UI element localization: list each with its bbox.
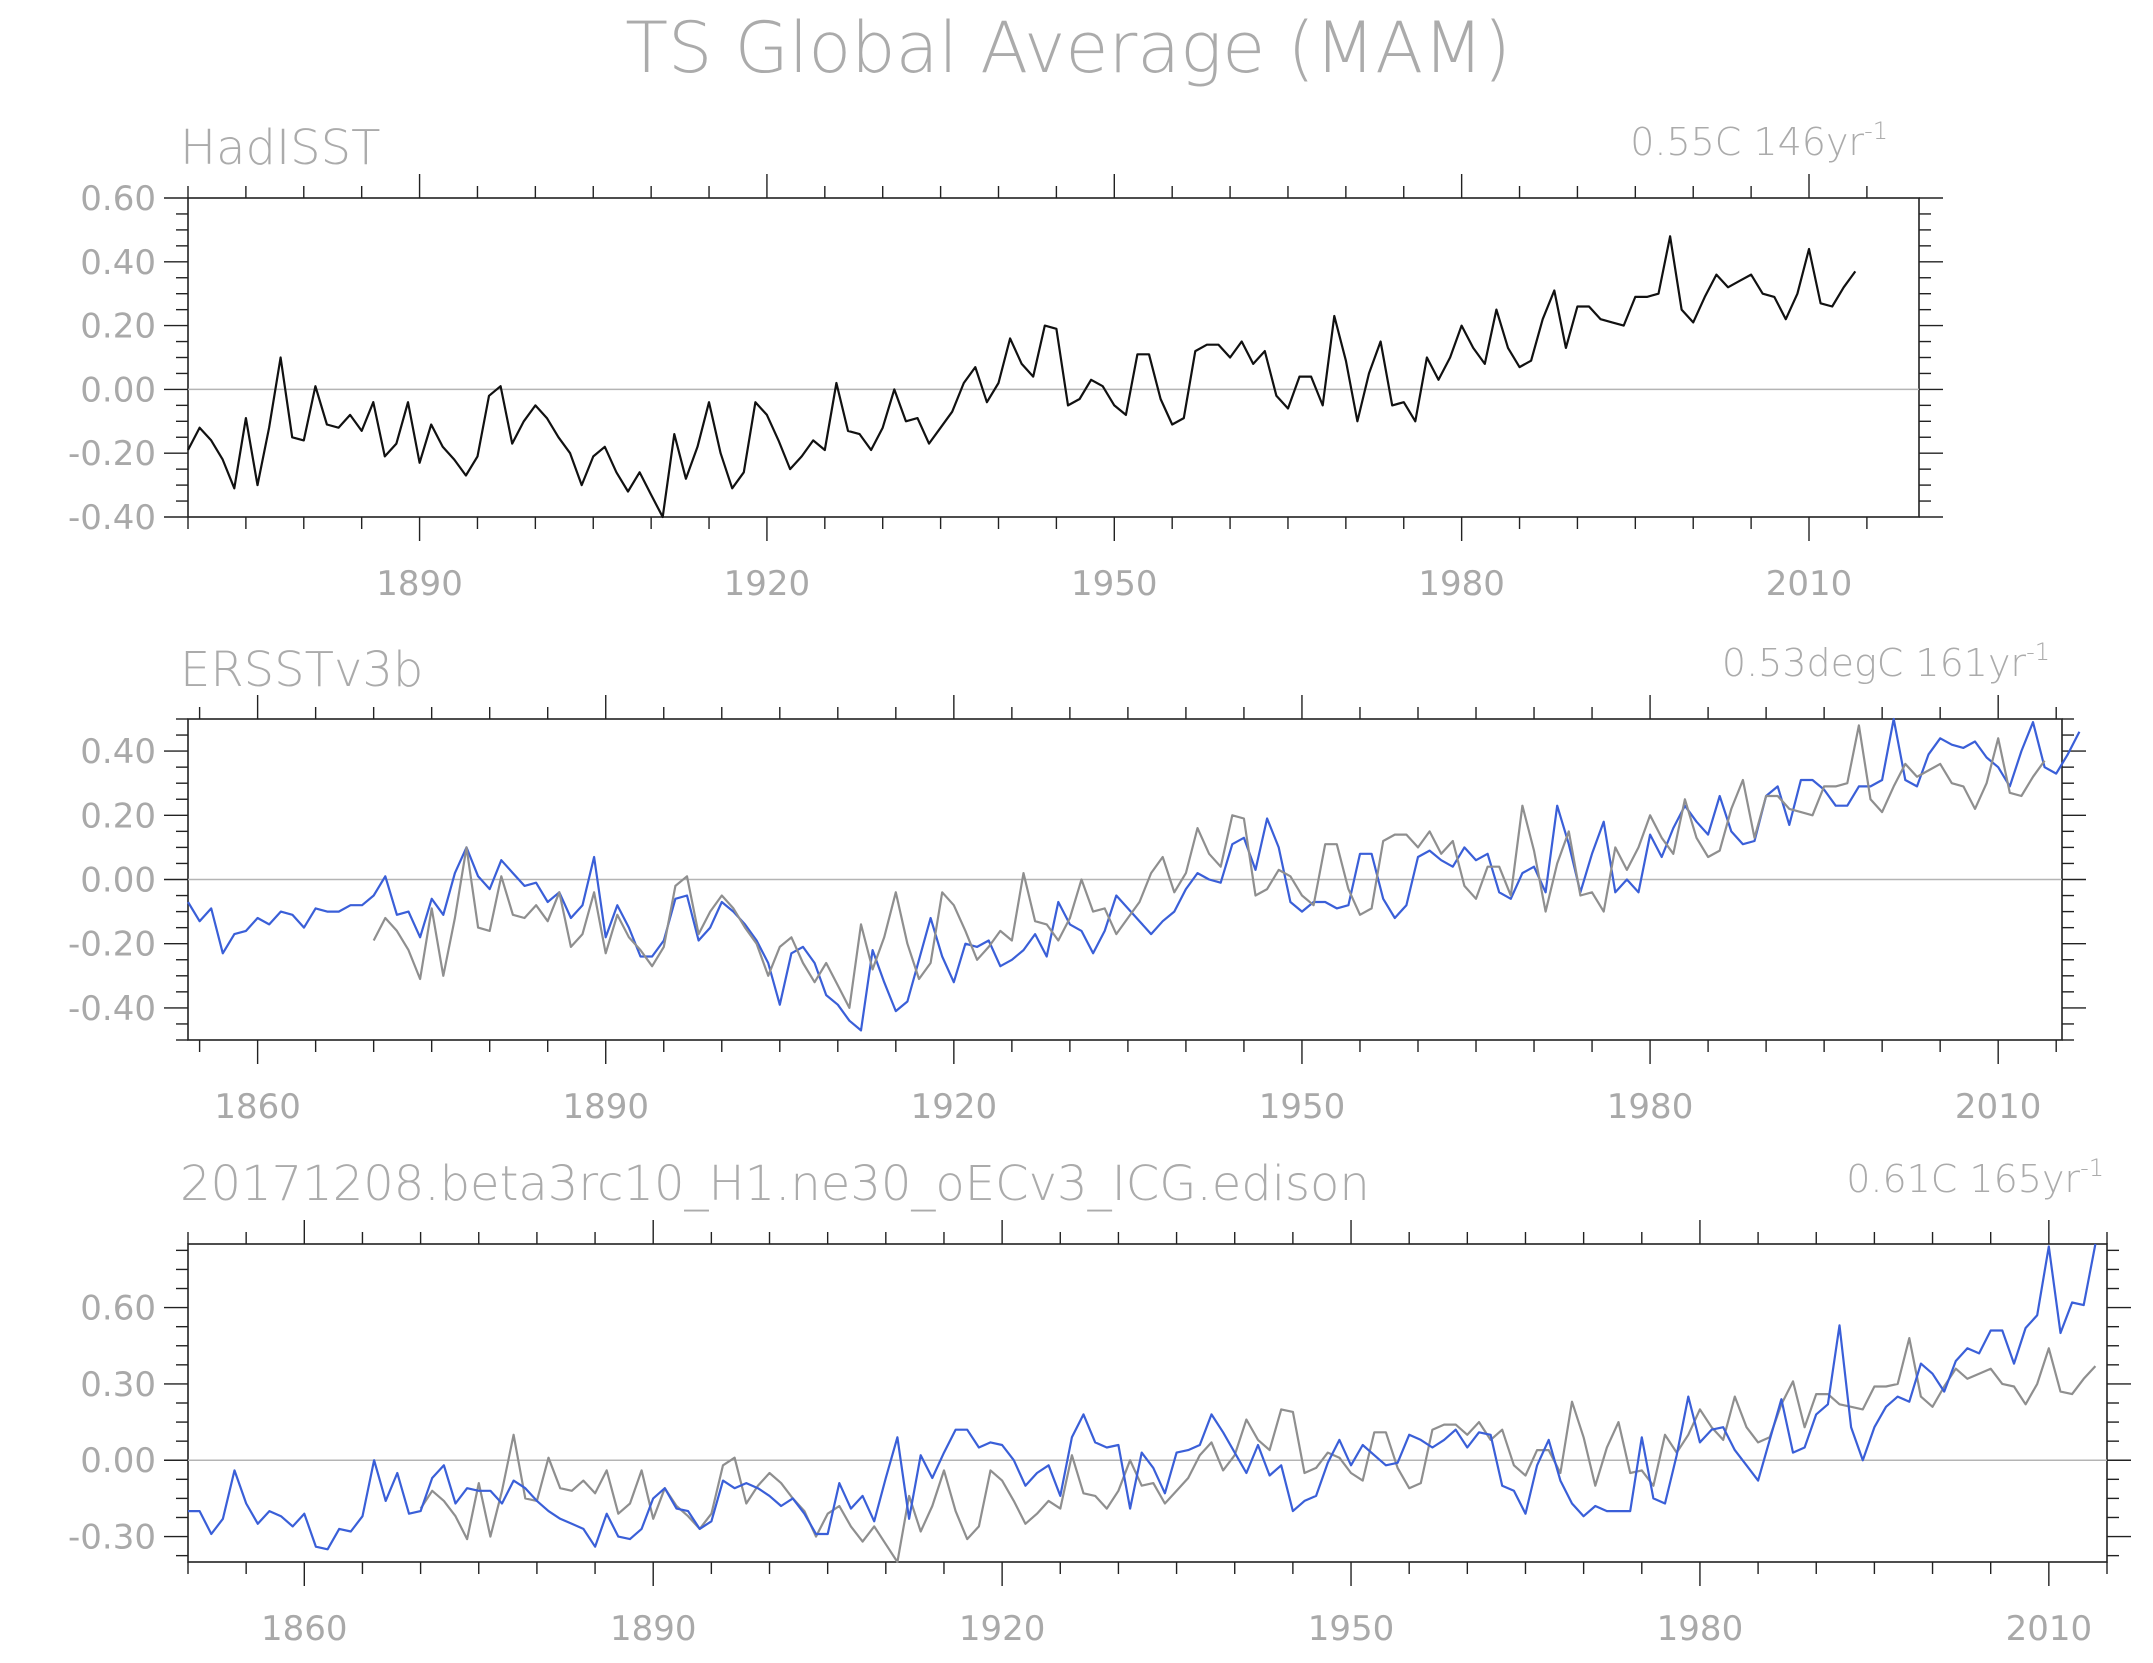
y-tick-label: -0.30 [68,1518,156,1558]
y-tick-label: 0.00 [80,861,156,901]
y-tick-label: -0.20 [68,925,156,965]
panel-ersstv3b: ERSSTv3b 0.53degC 161yr-1 -0.40 -0.20 0.00… [68,638,2086,1127]
x-tick-label: 1980 [1607,1087,1694,1127]
plot-frame [187,197,1920,518]
y-tick-label: -0.40 [68,498,156,538]
x-tick-label: 1980 [1657,1609,1744,1649]
y-tick-label: 0.00 [80,370,156,410]
y-tick-label: -0.40 [68,989,156,1029]
trend-text: 0.53degC 161yr [1722,641,2027,685]
trend-label: 0.55C 146yr-1 [1630,117,1888,164]
y-tick-label: 0.40 [80,243,156,283]
panel-title: ERSSTv3b [180,642,423,698]
y-tick-label: 0.30 [80,1365,156,1405]
y-tick-label: 0.20 [80,796,156,836]
trend-exponent: -1 [2026,638,2050,666]
y-tick-label: -0.20 [68,434,156,474]
series-line-blue [188,1243,2097,1551]
y-tick-label: 0.60 [80,179,156,219]
y-tick-label: 0.60 [80,1289,156,1329]
series-line-black [187,235,1857,519]
panel-hadisst: HadISST 0.55C 146yr-1 -0.40 -0.20 0.00 0.20… [68,117,1943,604]
x-tick-label: 1980 [1418,564,1505,604]
trend-text: 0.55C 146yr [1630,120,1864,164]
panel-title: 20171208.beta3rc10_H1.ne30_oECv3_ICG.edi… [180,1156,1370,1212]
panel-model-run: 20171208.beta3rc10_H1.ne30_oECv3_ICG.edi… [68,1154,2131,1649]
figure-title: TS Global Average (MAM) [625,7,1511,89]
x-tick-label: 2010 [2006,1609,2093,1649]
x-tick-label: 1950 [1259,1087,1346,1127]
x-tick-label: 1950 [1308,1609,1395,1649]
x-tick-label: 1860 [214,1087,301,1127]
x-tick-label: 1890 [610,1609,697,1649]
series-line-blue [187,717,2081,1032]
x-tick-label: 2010 [1766,564,1853,604]
y-tick-label: 0.20 [80,307,156,347]
trend-exponent: -1 [2080,1154,2104,1182]
x-tick-label: 1890 [562,1087,649,1127]
trend-exponent: -1 [1864,117,1888,145]
x-tick-label: 1860 [261,1609,348,1649]
plot-frame [187,1243,2108,1563]
trend-label: 0.61C 165yr-1 [1846,1154,2104,1201]
x-tick-label: 1950 [1071,564,1158,604]
y-tick-label: 0.00 [80,1441,156,1481]
panel-title: HadISST [180,120,380,176]
trend-label: 0.53degC 161yr-1 [1722,638,2050,685]
trend-text: 0.61C 165yr [1846,1157,2080,1201]
x-tick-label: 2010 [1955,1087,2042,1127]
x-tick-label: 1920 [724,564,811,604]
y-tick-label: 0.40 [80,732,156,772]
x-tick-label: 1920 [959,1609,1046,1649]
series-line-gray [372,724,2046,1010]
x-tick-label: 1920 [911,1087,998,1127]
x-tick-label: 1890 [376,564,463,604]
